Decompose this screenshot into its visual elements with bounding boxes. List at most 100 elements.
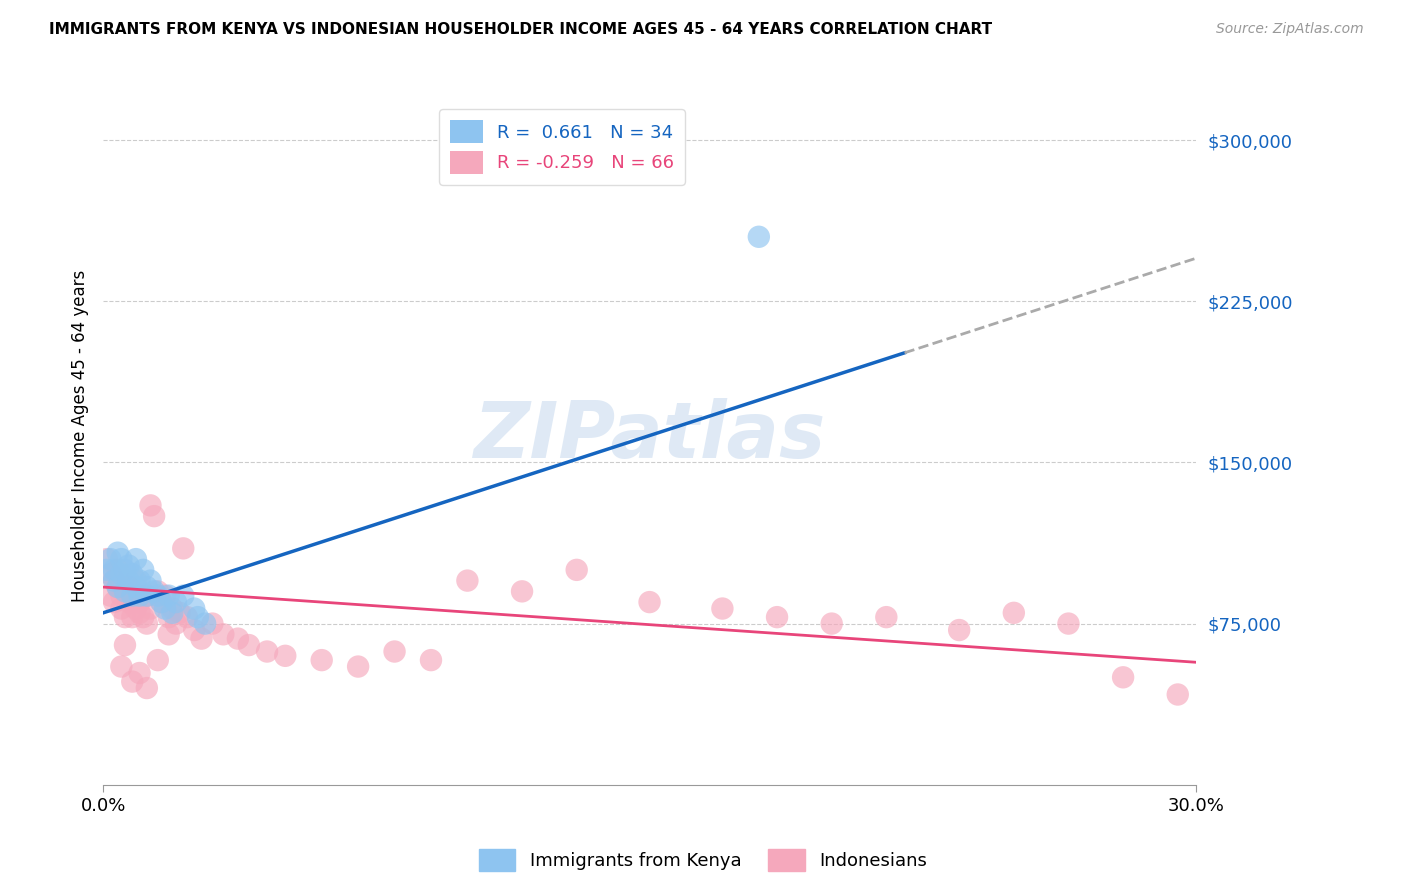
Point <box>103 563 125 577</box>
Point <box>875 610 897 624</box>
Point <box>128 595 150 609</box>
Point <box>96 563 118 577</box>
Point <box>128 589 150 603</box>
Point <box>100 589 122 603</box>
Point <box>107 546 129 560</box>
Point <box>125 552 148 566</box>
Point <box>143 584 166 599</box>
Point <box>110 552 132 566</box>
Point <box>212 627 235 641</box>
Point <box>146 589 169 603</box>
Point <box>132 563 155 577</box>
Point <box>107 580 129 594</box>
Point <box>125 574 148 588</box>
Point <box>748 229 770 244</box>
Point <box>157 627 180 641</box>
Point <box>96 552 118 566</box>
Point <box>146 653 169 667</box>
Point <box>132 610 155 624</box>
Point <box>150 595 173 609</box>
Point <box>384 644 406 658</box>
Point <box>103 574 125 588</box>
Point <box>135 580 157 594</box>
Point <box>107 563 129 577</box>
Point <box>176 610 198 624</box>
Point <box>139 574 162 588</box>
Point <box>100 567 122 582</box>
Point <box>1002 606 1025 620</box>
Point <box>153 601 176 615</box>
Text: Source: ZipAtlas.com: Source: ZipAtlas.com <box>1216 22 1364 37</box>
Point <box>128 574 150 588</box>
Point <box>162 606 184 620</box>
Point <box>110 589 132 603</box>
Point <box>169 606 191 620</box>
Point <box>121 567 143 582</box>
Point <box>510 584 533 599</box>
Point <box>238 638 260 652</box>
Point <box>103 574 125 588</box>
Point <box>125 601 148 615</box>
Point <box>135 616 157 631</box>
Point <box>139 601 162 615</box>
Point <box>117 558 139 573</box>
Point <box>143 509 166 524</box>
Point <box>121 589 143 603</box>
Point <box>150 595 173 609</box>
Point <box>274 648 297 663</box>
Point <box>565 563 588 577</box>
Y-axis label: Householder Income Ages 45 - 64 years: Householder Income Ages 45 - 64 years <box>72 269 89 602</box>
Point <box>114 584 136 599</box>
Point <box>311 653 333 667</box>
Point <box>103 595 125 609</box>
Point <box>135 589 157 603</box>
Point <box>117 574 139 588</box>
Point <box>121 610 143 624</box>
Point <box>347 659 370 673</box>
Point <box>183 601 205 615</box>
Point <box>114 610 136 624</box>
Point <box>114 638 136 652</box>
Point <box>256 644 278 658</box>
Point <box>172 541 194 556</box>
Point <box>162 601 184 615</box>
Point <box>114 584 136 599</box>
Point <box>110 659 132 673</box>
Point <box>821 616 844 631</box>
Point <box>135 681 157 695</box>
Point <box>420 653 443 667</box>
Point <box>165 595 187 609</box>
Point <box>125 580 148 594</box>
Text: IMMIGRANTS FROM KENYA VS INDONESIAN HOUSEHOLDER INCOME AGES 45 - 64 YEARS CORREL: IMMIGRANTS FROM KENYA VS INDONESIAN HOUS… <box>49 22 993 37</box>
Point <box>157 610 180 624</box>
Point <box>117 580 139 594</box>
Point <box>114 563 136 577</box>
Point <box>121 674 143 689</box>
Point <box>165 616 187 631</box>
Point <box>107 580 129 594</box>
Point <box>128 665 150 680</box>
Point <box>194 616 217 631</box>
Point <box>172 589 194 603</box>
Point <box>110 601 132 615</box>
Legend: R =  0.661   N = 34, R = -0.259   N = 66: R = 0.661 N = 34, R = -0.259 N = 66 <box>439 110 685 185</box>
Text: ZIPatlas: ZIPatlas <box>474 398 825 474</box>
Point <box>948 623 970 637</box>
Point <box>1167 688 1189 702</box>
Point <box>100 552 122 566</box>
Point <box>638 595 661 609</box>
Point <box>128 606 150 620</box>
Point <box>190 632 212 646</box>
Point <box>139 499 162 513</box>
Point <box>711 601 734 615</box>
Point <box>153 589 176 603</box>
Point <box>1112 670 1135 684</box>
Point <box>1057 616 1080 631</box>
Point <box>121 589 143 603</box>
Point <box>110 567 132 582</box>
Point <box>201 616 224 631</box>
Point <box>135 589 157 603</box>
Point <box>766 610 789 624</box>
Point <box>157 589 180 603</box>
Point <box>456 574 478 588</box>
